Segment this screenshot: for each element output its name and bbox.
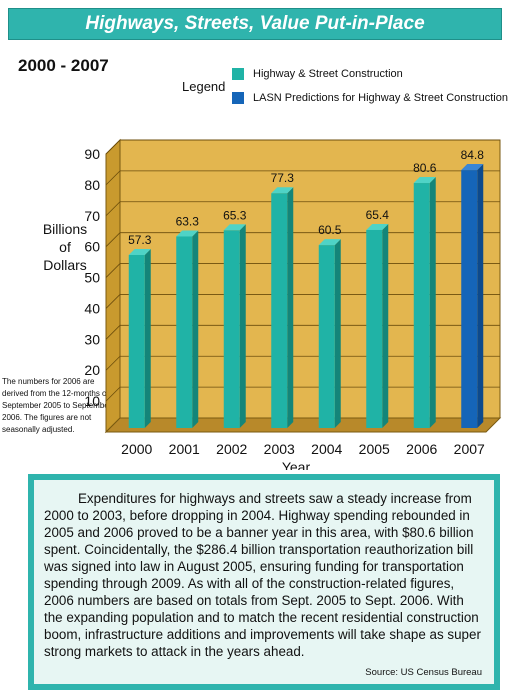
x-tick-label: 2004 xyxy=(311,441,342,457)
bar-top xyxy=(271,187,294,194)
gridline-side xyxy=(105,232,121,247)
bar-side xyxy=(382,223,389,428)
bar xyxy=(413,183,430,428)
bar-chart: 10 20 30 40 50 60 70 80 90 57.3 2000 63.3 2001 65.3 20… xyxy=(84,138,502,470)
bar xyxy=(223,230,240,428)
x-tick-label: 2002 xyxy=(216,441,247,457)
bar-side xyxy=(239,224,246,428)
bar xyxy=(461,170,478,428)
source-credit: Source: US Census Bureau xyxy=(365,667,482,678)
bar-top xyxy=(128,249,151,256)
legend-swatch-blue xyxy=(232,92,244,104)
y-tick-label: 90 xyxy=(84,146,100,162)
bar-side xyxy=(287,187,294,428)
bar xyxy=(366,229,383,428)
side-note: The numbers for 2006 are derived from th… xyxy=(2,377,112,434)
x-tick-label: 2003 xyxy=(264,441,295,457)
y-tick-label: 50 xyxy=(84,270,100,286)
description-text: Expenditures for highways and streets sa… xyxy=(44,491,481,659)
gridline-side xyxy=(105,201,121,217)
bar-top xyxy=(461,164,484,171)
y-axis-title-line-3: Dollars xyxy=(43,257,87,273)
legend-title: Legend xyxy=(182,79,226,94)
gridline-side xyxy=(105,139,121,155)
bar-side xyxy=(477,164,484,428)
bar-side xyxy=(334,239,341,428)
bar xyxy=(271,193,288,428)
x-tick-label: 2006 xyxy=(406,441,437,457)
x-tick-label: 2001 xyxy=(169,441,200,457)
bar xyxy=(318,245,335,428)
y-axis-title-line-1: Billions xyxy=(42,221,88,237)
legend-item-prediction: LASN Predictions for Highway & Street Co… xyxy=(232,92,508,104)
title-banner: Highways, Streets, Value Put-in-Place xyxy=(8,8,502,40)
bar-value-label: 57.3 xyxy=(128,233,152,247)
gridline-side xyxy=(105,170,121,186)
y-tick-label: 40 xyxy=(84,300,100,316)
bar-top xyxy=(223,224,246,231)
legend-label-highway: Highway & Street Construction xyxy=(253,68,403,80)
bar-top xyxy=(176,230,199,237)
x-axis-title: Year xyxy=(282,459,311,470)
gridline-side xyxy=(105,294,121,309)
bar xyxy=(128,255,145,428)
bar-value-label: 84.8 xyxy=(461,148,485,162)
y-axis-title: Billions of Dollars xyxy=(30,220,100,274)
bar-side xyxy=(192,230,199,428)
bar-top xyxy=(413,177,436,184)
chart-title: Highways, Streets, Value Put-in-Place xyxy=(85,13,425,34)
y-tick-label: 10 xyxy=(84,393,100,409)
gridline-side xyxy=(105,325,121,340)
bar-side xyxy=(429,177,436,428)
bar-top xyxy=(366,223,389,230)
x-tick-label: 2000 xyxy=(121,441,152,457)
description-box: Expenditures for highways and streets sa… xyxy=(32,478,496,686)
x-tick-label: 2005 xyxy=(359,441,390,457)
bar-value-label: 65.4 xyxy=(366,208,390,222)
gridline-side xyxy=(105,386,121,402)
y-tick-label: 60 xyxy=(84,239,100,255)
y-tick-label: 20 xyxy=(84,362,100,378)
gridline-side xyxy=(105,355,121,371)
legend-label-prediction: LASN Predictions for Highway & Street Co… xyxy=(253,92,508,104)
chart-subtitle: 2000 - 2007 xyxy=(18,56,109,75)
bar-value-label: 63.3 xyxy=(176,214,200,228)
x-tick-label: 2007 xyxy=(454,441,485,457)
bar-value-label: 60.5 xyxy=(318,223,342,237)
bar-top xyxy=(318,239,341,246)
bar xyxy=(176,236,193,428)
y-tick-label: 80 xyxy=(84,177,100,193)
y-tick-label: 30 xyxy=(84,331,100,347)
gridline-side xyxy=(105,263,121,278)
legend-swatch-teal xyxy=(232,68,244,80)
legend-item-highway: Highway & Street Construction xyxy=(232,68,403,80)
chart-side-wall xyxy=(105,138,121,434)
y-tick-label: 70 xyxy=(84,208,100,224)
bar-value-label: 80.6 xyxy=(413,161,437,175)
y-axis-title-line-2: of xyxy=(59,239,71,255)
bar-value-label: 77.3 xyxy=(271,171,295,185)
chart-floor xyxy=(104,417,502,433)
bar-side xyxy=(144,249,151,428)
bar-value-label: 65.3 xyxy=(223,208,247,222)
